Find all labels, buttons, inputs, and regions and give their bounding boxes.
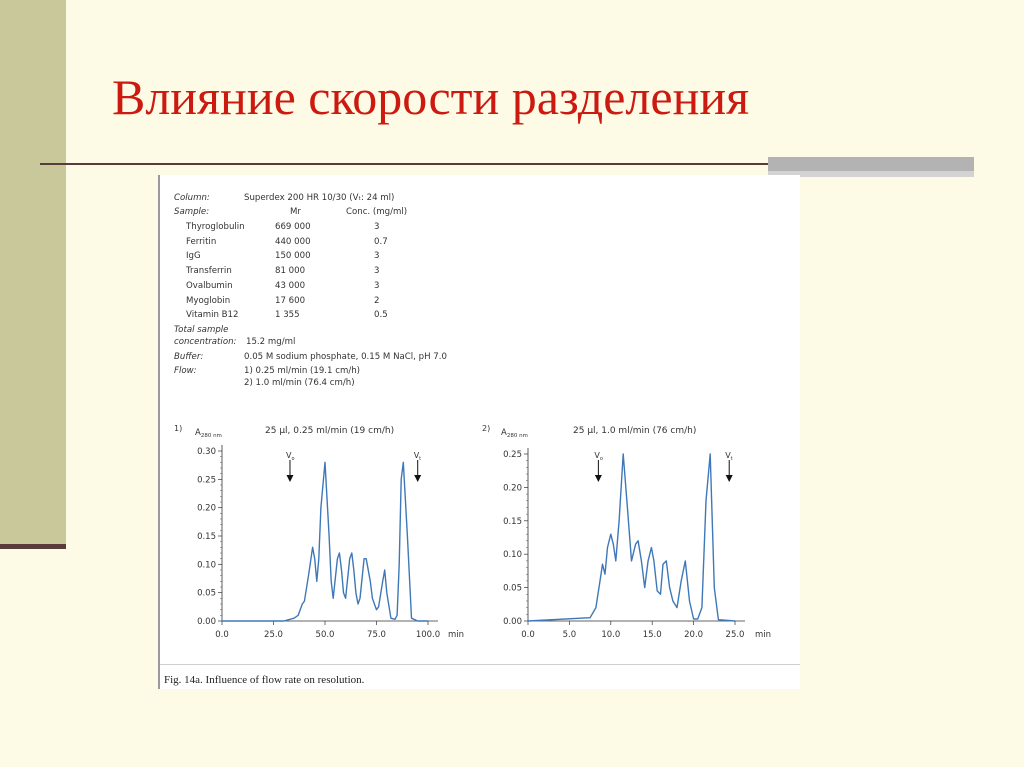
column-value: Superdex 200 HR 10/30 (Vₜ: 24 ml): [244, 193, 395, 203]
sample-conc: 3: [374, 222, 380, 232]
x-tick-label: 75.0: [367, 630, 386, 640]
chromatogram-line: [527, 453, 736, 622]
x-tick-label: 10.0: [601, 630, 620, 640]
figure-panel: Column: Superdex 200 HR 10/30 (Vₜ: 24 ml…: [158, 175, 800, 689]
y-tick-label: 0.20: [503, 483, 522, 493]
y-tick-label: 0.10: [197, 560, 216, 570]
sample-name: Ovalbumin: [186, 280, 233, 291]
sample-conc: 3: [374, 266, 380, 277]
marker-label: Vo: [286, 451, 295, 462]
sample-mr: 669 000: [275, 222, 311, 232]
total-value: 15.2 mg/ml: [246, 337, 296, 347]
marker-label: Vt: [414, 451, 421, 462]
y-axis-label: A280 nm: [195, 428, 222, 439]
sample-name: Vitamin B12: [186, 310, 239, 321]
total-label-1: Total sample: [174, 325, 229, 335]
sample-name: Myoglobin: [186, 295, 231, 306]
x-tick-label: 20.0: [684, 630, 703, 640]
sample-name: Ferritin: [186, 236, 217, 247]
y-tick-label: 0.00: [503, 617, 522, 627]
x-tick-label: 100.0: [416, 630, 440, 640]
x-unit-label: min: [755, 630, 771, 640]
sample-name: IgG: [186, 251, 201, 262]
sample-label: Sample:: [174, 207, 210, 217]
slide-title: Влияние скорости разделения: [112, 69, 750, 125]
x-tick-label: 0.0: [521, 630, 535, 640]
x-tick-label: 25.0: [726, 630, 745, 640]
sample-conc: 2: [374, 295, 380, 306]
sample-mr: 43 000: [275, 280, 306, 291]
left-accent-line: [0, 544, 66, 549]
caption-divider: [160, 664, 800, 665]
sample-mr: 440 000: [275, 236, 311, 247]
column-label: Column:: [174, 193, 210, 203]
sample-name: Transferrin: [186, 266, 232, 277]
sample-mr: 1 355: [275, 310, 300, 321]
x-tick-label: 50.0: [316, 630, 335, 640]
sample-name: Thyroglobulin: [186, 222, 245, 232]
mr-header: Mr: [290, 207, 301, 217]
y-tick-label: 0.10: [503, 550, 522, 560]
sample-conc: 3: [374, 251, 380, 262]
buffer-value: 0.05 M sodium phosphate, 0.15 M NaCl, pH…: [244, 352, 447, 362]
chart-title: 25 µl, 1.0 ml/min (76 cm/h): [573, 426, 696, 436]
y-tick-label: 0.05: [503, 584, 522, 594]
sample-mr: 150 000: [275, 251, 311, 262]
marker-arrow-head: [725, 475, 733, 482]
sample-mr: 17 600: [275, 295, 306, 306]
y-axis-label: A280 nm: [501, 428, 528, 439]
panel-label: 1): [174, 424, 182, 433]
y-tick-label: 0.15: [197, 532, 216, 542]
total-label-2: concentration:: [174, 337, 237, 347]
y-tick-label: 0.20: [197, 504, 216, 514]
marker-arrow-head: [414, 475, 422, 482]
flow-label: Flow:: [174, 366, 197, 376]
sample-conc: 3: [374, 280, 380, 291]
sample-conc: 0.7: [374, 236, 388, 247]
y-tick-label: 0.25: [503, 450, 522, 460]
marker-label: Vo: [594, 451, 603, 462]
marker-label: Vt: [725, 451, 732, 462]
sample-mr: 81 000: [275, 266, 306, 277]
chart-title: 25 µl, 0.25 ml/min (19 cm/h): [265, 426, 394, 436]
x-tick-label: 5.0: [563, 630, 577, 640]
conc-header: Conc. (mg/ml): [346, 207, 408, 217]
figure-caption: Fig. 14a. Influence of flow rate on reso…: [164, 674, 365, 686]
chromatogram-charts: 1) A280 nm 25 µl, 0.25 ml/min (19 cm/h) 0.0…: [174, 424, 771, 640]
y-tick-label: 0.15: [503, 517, 522, 527]
sample-conc: 0.5: [374, 310, 388, 321]
x-tick-label: 25.0: [264, 630, 283, 640]
y-tick-label: 0.30: [197, 447, 216, 457]
marker-arrow-head: [286, 475, 294, 482]
x-tick-label: 15.0: [643, 630, 662, 640]
flow-1: 1) 0.25 ml/min (19.1 cm/h): [244, 366, 361, 376]
y-tick-label: 0.05: [197, 589, 216, 599]
buffer-label: Buffer:: [174, 352, 204, 362]
y-tick-label: 0.00: [197, 617, 216, 627]
decorative-grey-bar: [768, 157, 974, 171]
flow-2: 2) 1.0 ml/min (76.4 cm/h): [244, 378, 355, 388]
x-tick-label: 0.0: [215, 630, 229, 640]
title-divider: [40, 163, 770, 165]
panel-label: 2): [482, 424, 490, 433]
left-accent-bar: [0, 0, 66, 548]
marker-arrow-head: [594, 475, 602, 482]
y-tick-label: 0.25: [197, 475, 216, 485]
chromatogram-line: [222, 461, 428, 622]
decorative-grey-bar-light: [768, 171, 974, 177]
x-unit-label: min: [448, 630, 464, 640]
